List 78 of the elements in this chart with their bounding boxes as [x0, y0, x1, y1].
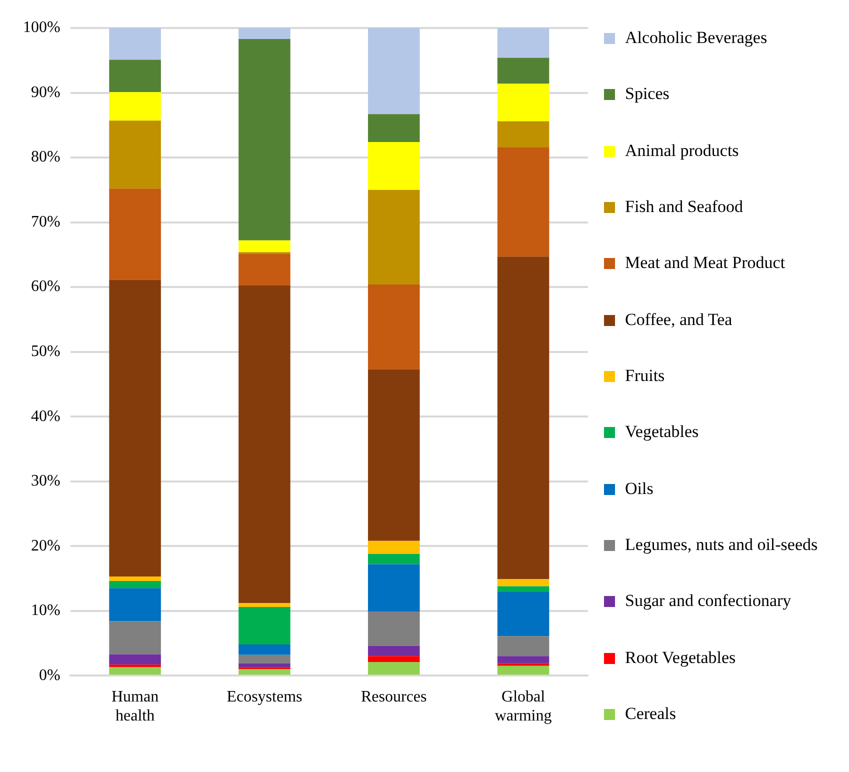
- bar: [368, 656, 420, 662]
- bar: [497, 586, 550, 592]
- legend-label: Oils: [625, 478, 654, 499]
- bar: [238, 240, 290, 252]
- legend-label: Meat and Meat Product: [625, 253, 786, 274]
- bar: [109, 120, 161, 189]
- legend-label: Coffee, and Tea: [625, 310, 732, 330]
- bar: [109, 28, 161, 60]
- bar: [497, 84, 550, 122]
- bar: [368, 190, 420, 284]
- bar: [109, 664, 161, 668]
- bar: [497, 147, 550, 257]
- bar: [368, 369, 420, 541]
- legend-label: Fruits: [625, 366, 665, 386]
- bar: [109, 621, 161, 654]
- bar: [497, 256, 550, 580]
- bar: [238, 606, 290, 645]
- bar: [497, 636, 550, 656]
- bar: [497, 656, 550, 664]
- bar: [109, 588, 161, 622]
- y-tick-label: 90%: [31, 84, 60, 101]
- bar: [238, 254, 290, 286]
- bar: [109, 654, 161, 665]
- bar: [368, 114, 420, 142]
- y-tick-label: 40%: [31, 408, 60, 425]
- y-tick-label: 70%: [31, 213, 60, 230]
- legend-label: Vegetables: [625, 422, 699, 442]
- legend-label: Sugar and confectionary: [625, 591, 792, 612]
- y-tick-label: 10%: [31, 602, 60, 620]
- bar: [109, 280, 161, 577]
- bar: [238, 663, 290, 668]
- legend-label: Fish and Seafood: [625, 196, 744, 217]
- bar: [497, 121, 550, 148]
- y-tick-label: 50%: [31, 343, 60, 360]
- y-tick-label: 20%: [31, 537, 60, 554]
- x-tick-label: Human health: [111, 688, 159, 725]
- bar: [109, 576, 161, 582]
- legend-label: Cereals: [625, 704, 676, 724]
- bar: [497, 663, 550, 666]
- bar: [368, 554, 420, 564]
- y-tick-label: 60%: [31, 278, 60, 296]
- y-tick-label: 100%: [23, 19, 60, 36]
- legend-label: Root Vegetables: [625, 648, 736, 668]
- bar: [497, 592, 550, 636]
- y-tick-label: 30%: [31, 472, 60, 490]
- bar: [368, 662, 420, 675]
- bar: [109, 188, 161, 280]
- bar: [238, 28, 290, 40]
- y-tick-label: 0%: [39, 666, 60, 684]
- bar: [368, 646, 420, 656]
- x-tick-label: Global warming: [494, 688, 552, 725]
- bar: [238, 285, 290, 604]
- bar: [368, 142, 420, 190]
- bar: [497, 579, 550, 586]
- bar: [368, 28, 420, 114]
- legend-label: Alcoholic Beverages: [625, 28, 768, 48]
- legend-label: Spices: [625, 84, 670, 104]
- bar: [238, 644, 290, 655]
- bar: [238, 39, 290, 240]
- bar: [109, 92, 161, 121]
- bar: [109, 667, 161, 675]
- bar: [368, 611, 420, 646]
- bar: [497, 666, 550, 675]
- x-tick-label: Resources: [360, 688, 427, 706]
- bar: [368, 564, 420, 612]
- x-tick-label: Ecosystems: [226, 688, 302, 706]
- bar: [109, 60, 161, 92]
- bar: [497, 58, 550, 84]
- bar: [238, 654, 290, 664]
- bar: [368, 540, 420, 554]
- legend-label: Animal products: [625, 140, 739, 161]
- y-tick-label: 80%: [31, 148, 60, 166]
- bar: [238, 603, 290, 607]
- bar: [497, 28, 550, 58]
- legend-label: Legumes, nuts and oil-seeds: [625, 534, 818, 555]
- bar: [368, 284, 420, 370]
- bar: [238, 669, 290, 675]
- bar: [109, 581, 161, 588]
